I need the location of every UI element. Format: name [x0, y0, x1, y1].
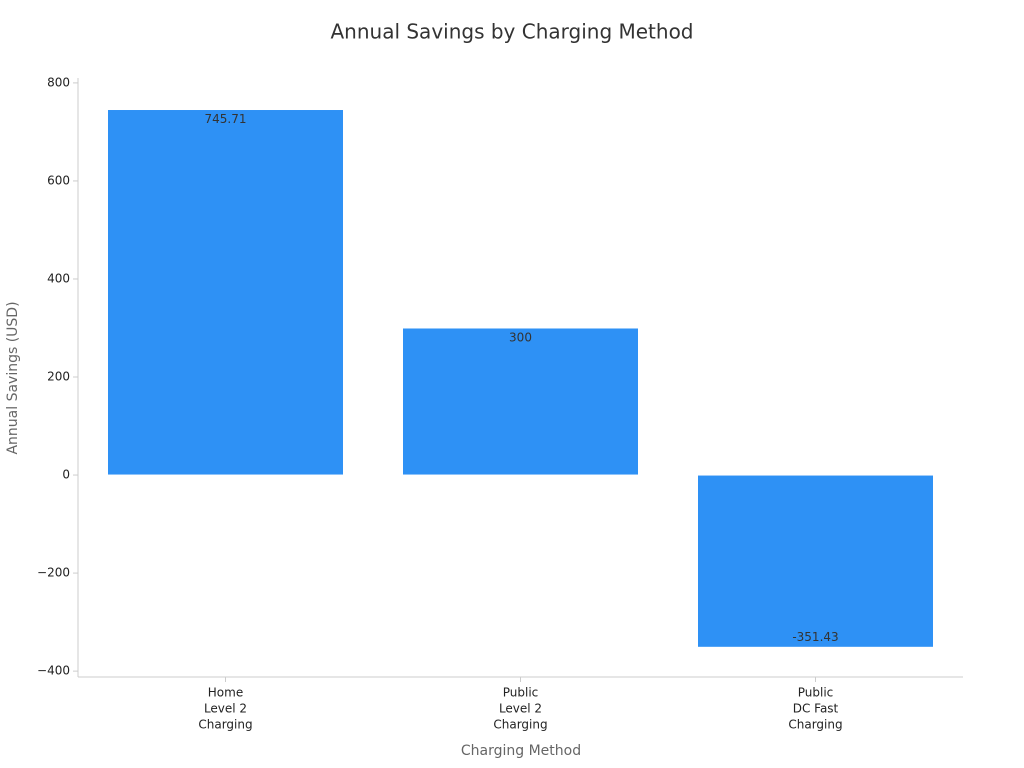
y-tick-label: 800	[47, 75, 70, 89]
y-tick-label: 600	[47, 173, 70, 187]
chart-title: Annual Savings by Charging Method	[330, 20, 693, 44]
y-tick-label: −200	[37, 566, 70, 580]
x-tick-label: Public	[798, 686, 834, 700]
x-tick-label: Home	[208, 686, 243, 700]
value-label: 300	[509, 330, 532, 344]
y-tick-label: 400	[47, 271, 70, 285]
y-tick-label: 0	[62, 468, 70, 482]
value-label: 745.71	[205, 112, 247, 126]
x-axis-title: Charging Method	[461, 743, 581, 759]
bar	[402, 327, 639, 476]
x-tick-label: Charging	[493, 718, 547, 732]
value-label: -351.43	[792, 630, 838, 644]
bar	[697, 474, 934, 648]
x-tick-label: Public	[503, 686, 539, 700]
bar	[107, 109, 344, 476]
x-tick-label: Level 2	[499, 702, 542, 716]
x-tick-label: Charging	[788, 718, 842, 732]
y-tick-label: −400	[37, 664, 70, 678]
x-tick-label: DC Fast	[793, 702, 839, 716]
x-tick-label: Charging	[198, 718, 252, 732]
x-tick-label: Level 2	[204, 702, 247, 716]
y-axis-title: Annual Savings (USD)	[5, 301, 21, 454]
y-tick-label: 200	[47, 370, 70, 384]
